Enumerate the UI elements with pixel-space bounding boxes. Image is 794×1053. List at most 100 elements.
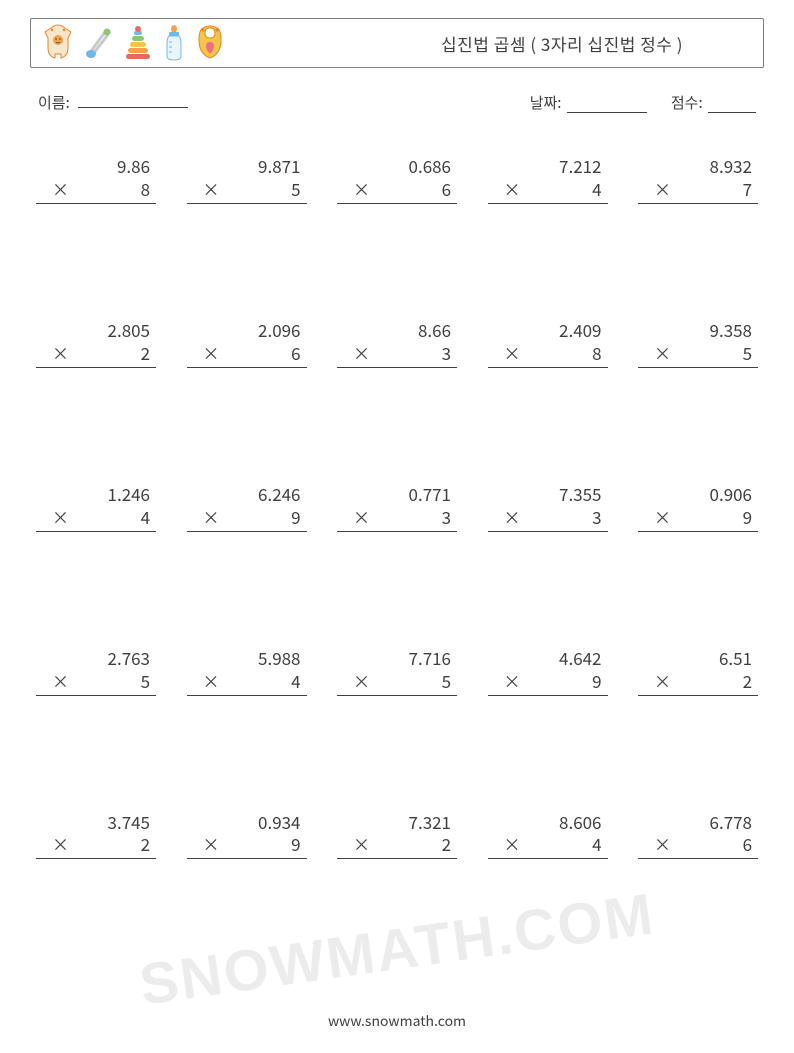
multiplicand: 5.988 (187, 647, 307, 670)
times-operator: × (201, 506, 220, 529)
footer-url: www.snowmath.com (0, 1011, 794, 1031)
multiplier: 9 (291, 506, 300, 529)
times-operator: × (201, 670, 220, 693)
multiplier-row: ×8 (36, 178, 156, 204)
times-operator: × (351, 670, 370, 693)
multiplier-row: ×5 (187, 178, 307, 204)
multiplier: 9 (291, 833, 300, 856)
times-operator: × (201, 833, 220, 856)
times-operator: × (502, 670, 521, 693)
multiplier: 9 (592, 670, 601, 693)
safety-pin-icon (81, 24, 115, 62)
multiplicand: 7.321 (337, 811, 457, 834)
multiplier: 2 (141, 342, 150, 365)
multiplier: 5 (743, 342, 752, 365)
multiplier-row: ×7 (638, 178, 758, 204)
multiplier-row: ×9 (488, 670, 608, 696)
multiplication-problem: 6.246×9 (187, 483, 307, 532)
multiplier-row: ×5 (36, 670, 156, 696)
multiplier-row: ×3 (488, 506, 608, 532)
multiplier: 9 (743, 506, 752, 529)
times-operator: × (201, 342, 220, 365)
onesie-icon (41, 24, 75, 62)
problem-row: 2.763×55.988×47.716×54.642×96.51×2 (36, 647, 758, 696)
times-operator: × (50, 833, 69, 856)
multiplicand: 7.716 (337, 647, 457, 670)
times-operator: × (652, 670, 671, 693)
bottle-icon (161, 24, 187, 62)
times-operator: × (502, 506, 521, 529)
multiplication-problem: 7.716×5 (337, 647, 457, 696)
multiplier: 7 (743, 178, 752, 201)
multiplication-problem: 9.871×5 (187, 155, 307, 204)
multiplication-problem: 2.409×8 (488, 319, 608, 368)
times-operator: × (652, 178, 671, 201)
multiplier-row: ×4 (488, 178, 608, 204)
multiplier: 4 (592, 178, 601, 201)
problem-row: 1.246×46.246×90.771×37.355×30.906×9 (36, 483, 758, 532)
multiplication-problem: 2.805×2 (36, 319, 156, 368)
score-label: 점수: (671, 92, 703, 113)
multiplicand: 0.906 (638, 483, 758, 506)
multiplicand: 2.763 (36, 647, 156, 670)
multiplier-row: ×4 (488, 833, 608, 859)
multiplicand: 6.51 (638, 647, 758, 670)
multiplier-row: ×4 (187, 670, 307, 696)
multiplicand: 8.66 (337, 319, 457, 342)
multiplier: 3 (442, 342, 451, 365)
multiplier-row: ×3 (337, 342, 457, 368)
multiplicand: 2.409 (488, 319, 608, 342)
times-operator: × (502, 178, 521, 201)
times-operator: × (502, 342, 521, 365)
multiplier-row: ×9 (638, 506, 758, 532)
date-label: 날짜: (530, 92, 562, 113)
times-operator: × (351, 833, 370, 856)
multiplication-problem: 4.642×9 (488, 647, 608, 696)
meta-row: 이름: 날짜: 점수: (38, 92, 756, 113)
multiplicand: 9.871 (187, 155, 307, 178)
multiplier: 8 (141, 178, 150, 201)
multiplier: 4 (291, 670, 300, 693)
times-operator: × (50, 506, 69, 529)
multiplicand: 7.212 (488, 155, 608, 178)
times-operator: × (50, 178, 69, 201)
multiplication-problem: 5.988×4 (187, 647, 307, 696)
date-blank (567, 97, 647, 113)
multiplicand: 2.805 (36, 319, 156, 342)
times-operator: × (652, 342, 671, 365)
multiplier: 2 (743, 670, 752, 693)
times-operator: × (50, 670, 69, 693)
name-blank (78, 92, 188, 108)
multiplier-row: ×2 (36, 342, 156, 368)
bib-icon (193, 24, 227, 62)
multiplication-problem: 0.686×6 (337, 155, 457, 204)
multiplicand: 9.358 (638, 319, 758, 342)
multiplier: 3 (592, 506, 601, 529)
multiplication-problem: 9.358× 5 (638, 319, 758, 368)
multiplier-row: ×5 (337, 670, 457, 696)
multiplicand: 4.642 (488, 647, 608, 670)
multiplier-row: ×2 (638, 670, 758, 696)
multiplier-row: ×8 (488, 342, 608, 368)
multiplicand: 0.771 (337, 483, 457, 506)
multiplicand: 2.096 (187, 319, 307, 342)
multiplier: 6 (291, 342, 300, 365)
multiplication-problem: 8.932×7 (638, 155, 758, 204)
stacking-rings-icon (121, 24, 155, 62)
multiplier-row: ×6 (337, 178, 457, 204)
multiplicand: 6.246 (187, 483, 307, 506)
multiplier-row: ×9 (187, 506, 307, 532)
multiplier: 4 (141, 506, 150, 529)
worksheet-title: 십진법 곱셈 ( 3자리 십진법 정수 ) (441, 31, 753, 56)
multiplier: 8 (592, 342, 601, 365)
multiplicand: 3.745 (36, 811, 156, 834)
name-label: 이름: (38, 92, 70, 113)
multiplier: 2 (141, 833, 150, 856)
multiplication-problem: 7.212×4 (488, 155, 608, 204)
multiplier-row: ×4 (36, 506, 156, 532)
multiplication-problem: 7.321×2 (337, 811, 457, 860)
times-operator: × (201, 178, 220, 201)
multiplier-row: ×6 (638, 833, 758, 859)
multiplication-problem: 0.771×3 (337, 483, 457, 532)
multiplicand: 0.686 (337, 155, 457, 178)
